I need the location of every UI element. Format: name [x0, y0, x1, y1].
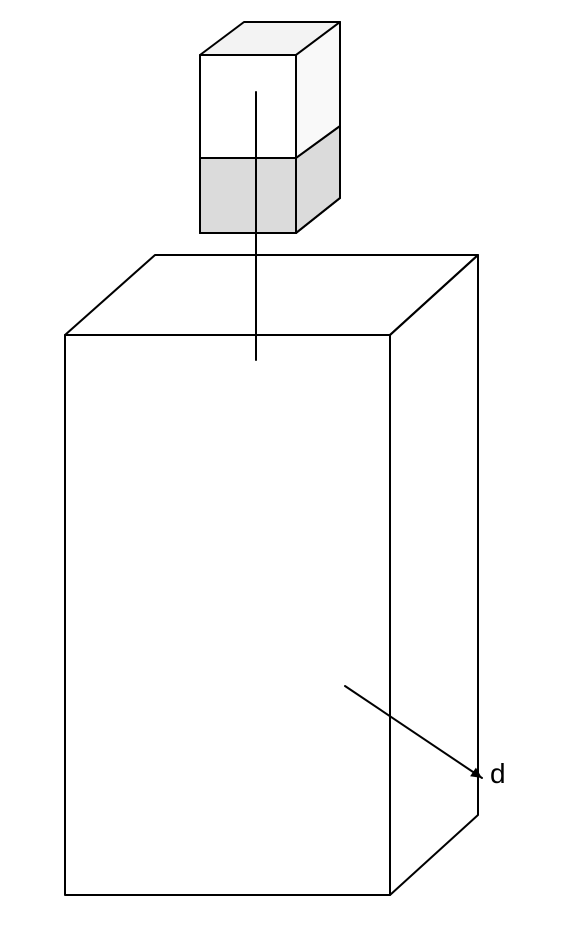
diagram-svg — [0, 0, 572, 928]
label-d: d — [490, 758, 506, 790]
diagram-stage: d — [0, 0, 572, 928]
